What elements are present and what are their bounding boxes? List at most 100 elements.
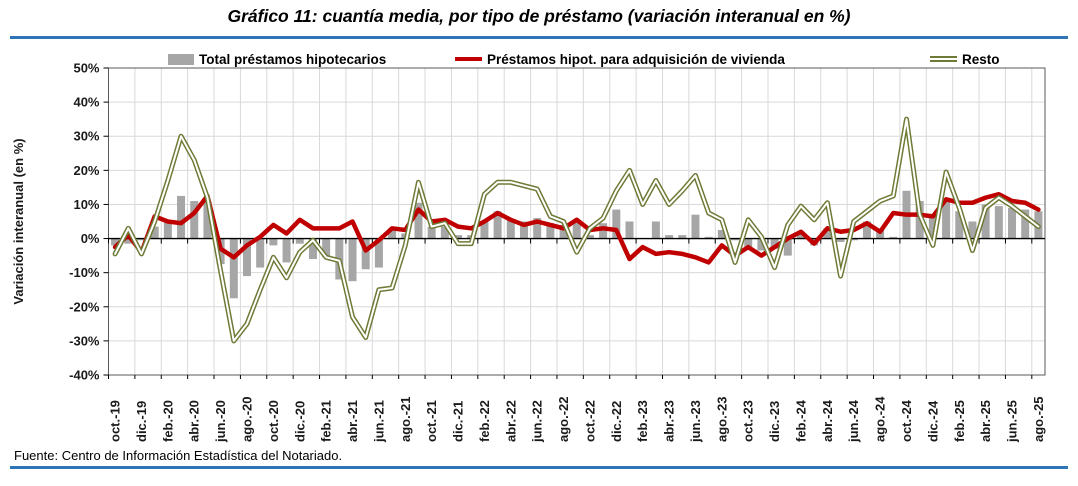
y-tick-label: 30% — [73, 129, 99, 144]
bar-total — [295, 238, 304, 244]
legend-red-line-swatch — [455, 56, 482, 62]
bar-total — [229, 238, 238, 299]
line-resto-core — [114, 118, 1040, 342]
bar-total — [572, 221, 581, 239]
bar-total — [744, 238, 753, 248]
bar-total — [374, 238, 383, 268]
bar-total — [757, 238, 766, 251]
bar-total — [704, 236, 713, 239]
y-tick-label: 20% — [73, 163, 99, 178]
y-tick-label: 40% — [73, 95, 99, 110]
x-tick-label: feb.-21 — [319, 400, 334, 442]
plot-generated: 50% 40% 30% 20% 10% 0% -10% -20% -30% -40% oct.-19… — [69, 61, 1046, 444]
bar-total — [862, 221, 871, 239]
x-tick-label: abr.-20 — [187, 400, 202, 442]
bar-total — [493, 211, 502, 239]
y-axis-title: Variación interanual (en %) — [11, 138, 26, 304]
plot-border — [108, 67, 1046, 376]
x-tick-label: oct.-19 — [108, 400, 123, 442]
x-tick-label: ago.-24 — [873, 396, 888, 442]
x-tick-label: oct.-21 — [424, 400, 439, 442]
y-tick-label: -30% — [69, 333, 100, 348]
x-tick-label: jun.-21 — [371, 400, 386, 443]
source-note: Fuente: Centro de Información Estadístic… — [14, 448, 343, 463]
x-tick-label: ago.-23 — [714, 396, 729, 442]
x-tick-label: jun.-24 — [846, 399, 861, 443]
x-tick-label: dic.-24 — [925, 400, 940, 442]
bar-total — [717, 230, 726, 239]
bar-total — [783, 238, 792, 256]
x-tick-label: oct.-23 — [741, 400, 756, 442]
legend-green-line-swatch — [930, 56, 957, 62]
x-tick-label: jun.-22 — [530, 400, 545, 443]
legend-label-resto: Resto — [962, 51, 1000, 67]
bar-total — [506, 219, 515, 239]
x-tick-label: jun.-20 — [213, 400, 228, 443]
legend-bar-swatch — [168, 53, 194, 65]
x-tick-label: oct.-22 — [582, 400, 597, 442]
bar-total — [678, 235, 687, 239]
bar-total — [691, 214, 700, 239]
y-tick-label: 10% — [73, 197, 99, 212]
bar-total — [308, 238, 317, 260]
x-tick-label: ago.-25 — [1031, 396, 1046, 442]
bar-total — [599, 223, 608, 239]
bar-total — [163, 221, 172, 239]
y-tick-label: 0% — [81, 231, 100, 246]
y-tick-label: -40% — [69, 368, 100, 383]
bar-total — [137, 238, 146, 241]
x-tick-label: jun.-25 — [1005, 400, 1020, 443]
x-tick-label: oct.-20 — [266, 400, 281, 442]
bar-total — [546, 223, 555, 239]
bar-total — [836, 238, 845, 242]
bar-total — [519, 221, 528, 239]
x-tick-label: dic.-19 — [134, 401, 149, 442]
line-vivienda — [112, 191, 1041, 265]
bar-total — [427, 226, 436, 239]
bar-total — [981, 204, 990, 239]
x-tick-label: dic.-21 — [451, 401, 466, 442]
x-tick-label: abr.-23 — [662, 400, 677, 442]
bar-total — [150, 226, 159, 239]
bar-total — [876, 230, 885, 239]
x-tick-label: abr.-25 — [978, 400, 993, 442]
bar-total — [269, 238, 278, 246]
y-tick-label: -10% — [69, 265, 100, 280]
bar-total — [533, 218, 542, 239]
bar-total — [651, 221, 660, 239]
bar-total — [585, 235, 594, 239]
bar-total — [942, 201, 951, 239]
bar-total — [955, 211, 964, 239]
x-tick-label: abr.-22 — [503, 400, 518, 442]
y-tick-label: -20% — [69, 299, 100, 314]
bar-total — [480, 221, 489, 239]
bar-total — [440, 226, 449, 239]
footer-divider-line — [10, 466, 1068, 469]
title-divider-line — [10, 36, 1068, 39]
x-tick-label: feb.-24 — [793, 399, 808, 442]
bar-total — [388, 228, 397, 239]
chart-title: Gráfico 11: cuantía media, por tipo de p… — [227, 6, 851, 26]
bar-total — [348, 238, 357, 282]
y-tick-label: 50% — [73, 61, 99, 76]
legend-item-total: Total préstamos hipotecarios — [168, 50, 386, 68]
legend-item-vivienda: Préstamos hipot. para adquisición de viv… — [455, 50, 785, 68]
bar-total — [968, 221, 977, 239]
bar-total — [731, 238, 740, 241]
legend-item-resto: Resto — [930, 50, 1000, 68]
bar-total — [796, 231, 805, 239]
legend: Total préstamos hipotecarios Préstamos h… — [0, 50, 1078, 68]
x-tick-label: oct.-24 — [899, 399, 914, 442]
bar-total — [322, 238, 331, 258]
legend-label-total: Total préstamos hipotecarios — [199, 51, 387, 67]
bar-total — [612, 209, 621, 239]
x-tick-label: ago.-20 — [239, 396, 254, 442]
bar-total — [770, 238, 779, 249]
bar-total — [1008, 207, 1017, 239]
bar-total — [414, 202, 423, 239]
x-tick-label: dic.-23 — [767, 401, 782, 442]
x-tick-label: abr.-21 — [345, 400, 360, 442]
x-tick-label: feb.-20 — [160, 400, 175, 442]
